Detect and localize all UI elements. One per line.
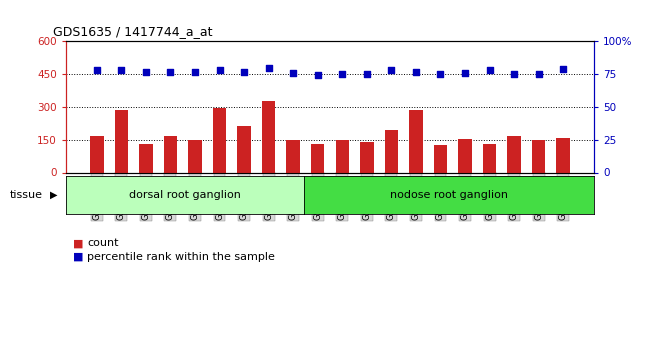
Bar xyxy=(335,140,349,172)
Point xyxy=(411,69,421,74)
Bar xyxy=(188,140,202,172)
Text: ■: ■ xyxy=(73,252,83,262)
Bar xyxy=(458,139,472,172)
Text: tissue: tissue xyxy=(10,190,43,200)
Point xyxy=(484,68,495,73)
Bar xyxy=(409,110,422,172)
Point xyxy=(509,71,519,77)
Point xyxy=(533,71,544,77)
Text: GDS1635 / 1417744_a_at: GDS1635 / 1417744_a_at xyxy=(53,25,213,38)
Bar xyxy=(360,142,374,172)
Bar xyxy=(508,136,521,172)
Point xyxy=(189,69,200,74)
Point xyxy=(116,68,127,73)
Point xyxy=(92,68,102,73)
Text: ▶: ▶ xyxy=(50,190,57,200)
Point xyxy=(214,68,225,73)
Point xyxy=(362,71,372,77)
Bar xyxy=(164,136,177,172)
Bar xyxy=(483,144,496,172)
Point xyxy=(165,69,176,74)
Text: ■: ■ xyxy=(73,238,83,248)
Point xyxy=(337,71,348,77)
Text: percentile rank within the sample: percentile rank within the sample xyxy=(87,252,275,262)
Point xyxy=(263,65,274,70)
Point xyxy=(460,70,471,76)
Point xyxy=(312,73,323,78)
Text: nodose root ganglion: nodose root ganglion xyxy=(390,190,508,200)
Bar xyxy=(238,126,251,172)
Point xyxy=(386,68,397,73)
Point xyxy=(141,69,151,74)
Bar xyxy=(115,110,128,172)
Bar xyxy=(532,140,545,172)
Text: count: count xyxy=(87,238,119,248)
Bar xyxy=(262,101,275,172)
Bar xyxy=(556,138,570,172)
Point xyxy=(558,66,568,72)
Bar xyxy=(385,130,398,172)
Text: dorsal root ganglion: dorsal root ganglion xyxy=(129,190,241,200)
Bar xyxy=(434,145,447,172)
Bar xyxy=(311,144,325,172)
Bar xyxy=(90,136,104,172)
Bar xyxy=(286,140,300,172)
Bar xyxy=(213,108,226,172)
Point xyxy=(239,69,249,74)
Point xyxy=(288,70,298,76)
Point xyxy=(435,71,446,77)
Bar xyxy=(139,144,152,172)
